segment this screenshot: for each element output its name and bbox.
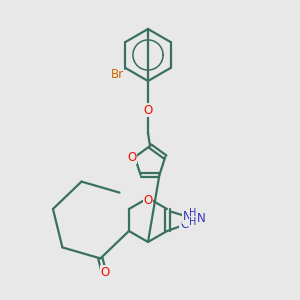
Text: H: H — [189, 217, 197, 227]
Text: N: N — [197, 212, 206, 226]
Text: H: H — [189, 208, 197, 218]
Text: O: O — [143, 103, 153, 116]
Text: Br: Br — [110, 68, 124, 80]
Text: C: C — [180, 218, 188, 230]
Text: O: O — [100, 266, 110, 278]
Text: O: O — [143, 194, 153, 206]
Text: O: O — [127, 151, 136, 164]
Text: N: N — [183, 211, 191, 224]
